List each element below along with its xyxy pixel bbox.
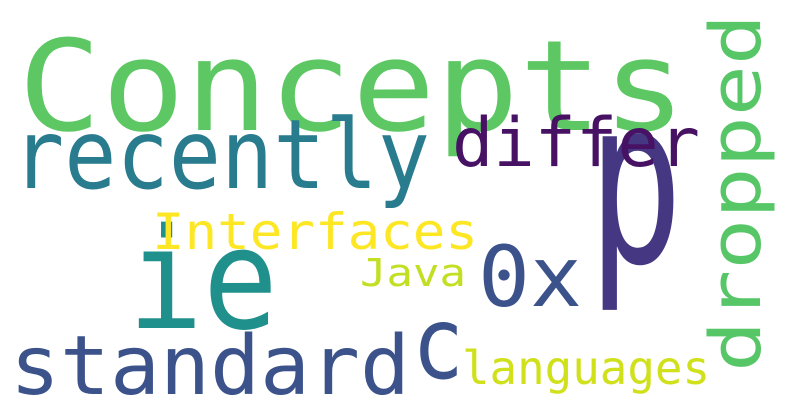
word-c: c [412,285,464,400]
word-ie: ie [128,199,278,362]
word-concepts: Concepts [18,13,686,160]
word-java: Java [360,251,466,295]
word-differ: differ [452,104,700,183]
word-dropped: dropped [695,14,777,372]
word-p: p [588,50,683,317]
word-recently: recently [12,99,430,211]
word-0x: 0x [478,228,582,326]
word-standard: standard [10,319,410,400]
word-languages: languages [462,341,710,395]
word-interfaces: Interfaces [152,203,478,261]
